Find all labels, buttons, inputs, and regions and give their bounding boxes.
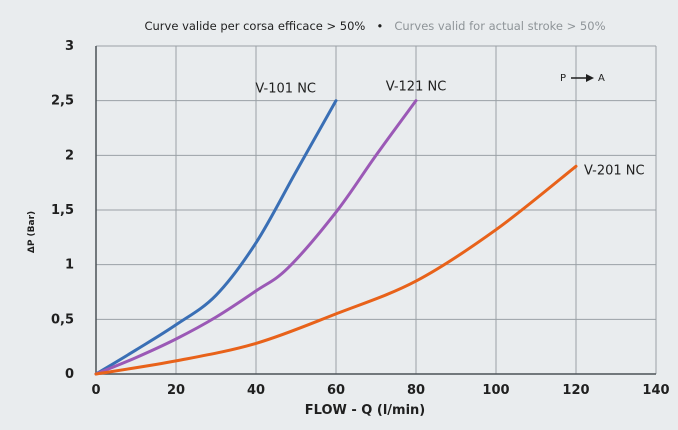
y-axis-title: ΔP (Bar) [27,211,37,253]
annotation-to-label: A [598,73,605,84]
y-tick-label: 0 [65,367,74,382]
series-label-group: V-101 NC V-121 NC V-201 NC [255,80,644,179]
y-tick-label: 1,5 [51,203,74,218]
series-group [94,99,578,376]
x-tick-label: 140 [642,383,669,398]
y-tick-label: 3 [65,39,74,54]
flow-direction-annotation: P A [560,73,605,84]
series-label-2: V-121 NC [386,80,447,95]
chart-title: Curve valide per corsa efficace > 50% [144,19,365,33]
y-tick-label: 0,5 [51,312,74,327]
chart-title-separator: • [376,19,383,33]
annotation-from-label: P [560,73,566,84]
series-label-1: V-101 NC [255,82,316,97]
y-tick-label: 2,5 [51,94,74,109]
series-line-3 [94,164,578,376]
y-tick-label: 2 [65,148,74,163]
series-label-3: V-201 NC [584,163,645,178]
x-tick-label: 0 [91,383,100,398]
x-tick-label: 60 [327,383,345,398]
y-tick-label: 1 [65,258,74,273]
x-tick-label: 40 [247,383,265,398]
tick-label-group: 0 20 40 60 80 100 120 140 0 0,5 1 1,5 2 2,5 3 [51,39,670,398]
x-tick-label: 20 [167,383,185,398]
axis-group [95,46,656,375]
chart-title-line: Curve valide per corsa efficace > 50% • … [144,15,605,34]
chart-subtitle: Curves valid for actual stroke > 50% [394,19,605,33]
series-line-2 [94,99,418,376]
series-line-1 [94,99,338,376]
x-tick-label: 120 [562,383,589,398]
x-axis-title: FLOW - Q (l/min) [305,403,425,418]
annotation-arrowhead-icon [586,74,594,82]
grid-group [96,45,657,374]
x-tick-label: 80 [407,383,425,398]
x-tick-label: 100 [482,383,509,398]
